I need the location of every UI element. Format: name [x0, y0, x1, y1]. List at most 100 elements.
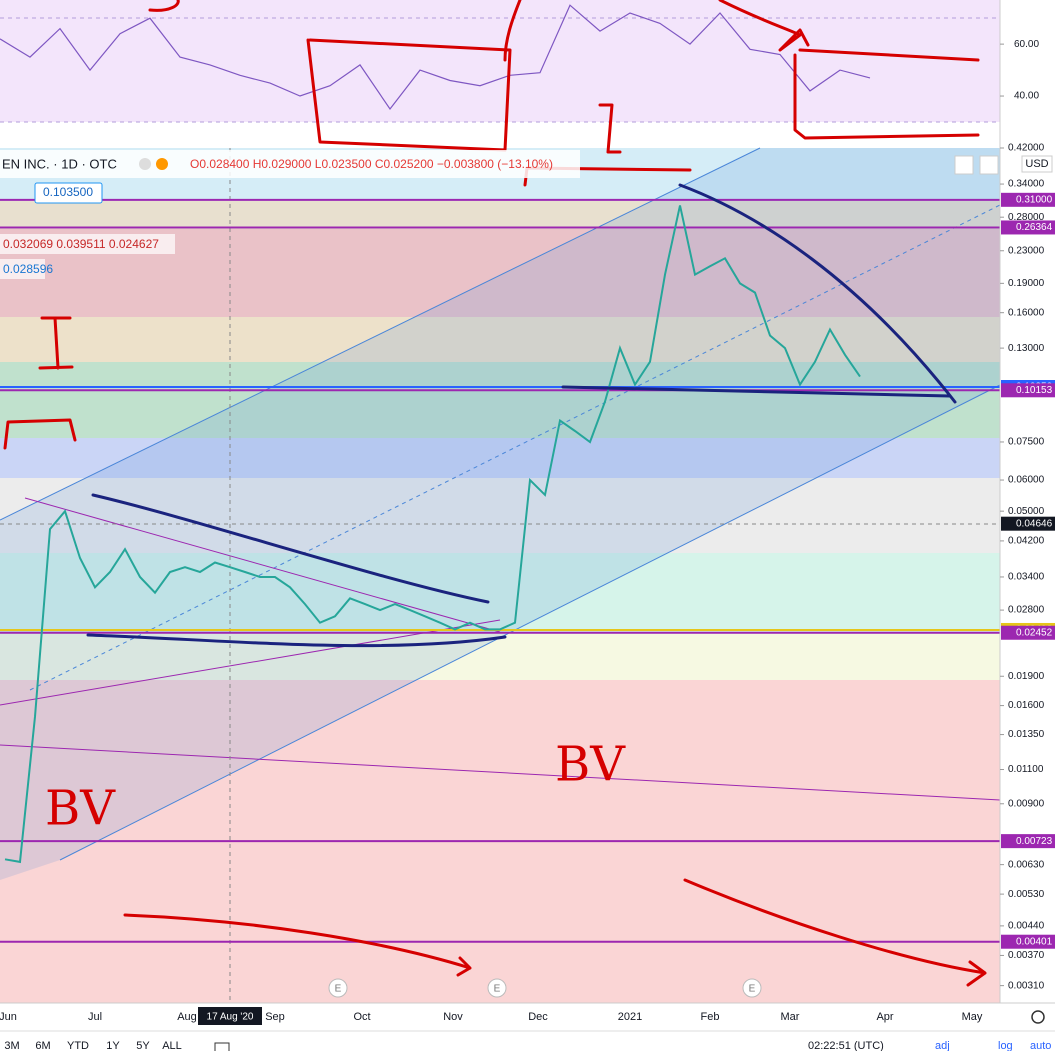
crosshair-date-tag	[198, 1007, 262, 1025]
earnings-label: E	[494, 984, 501, 995]
range-button[interactable]: 5Y	[136, 1040, 150, 1051]
channel-line	[0, 147, 761, 521]
y-tick-label: 0.00630	[1008, 859, 1045, 870]
level-tag	[1001, 220, 1055, 235]
earnings-marker[interactable]	[328, 978, 348, 998]
x-tick-label: Apr	[876, 1011, 893, 1023]
drawings	[86, 183, 957, 648]
y-tick-label: 0.00310	[1008, 980, 1045, 991]
y-tick-label: 0.07500	[1008, 437, 1045, 448]
level-tag	[1001, 383, 1055, 398]
earnings-marker[interactable]	[742, 978, 762, 998]
level-label: 0.26364	[1016, 222, 1053, 233]
handwritten-label: BV	[45, 781, 116, 837]
indicator-bg	[0, 259, 45, 279]
y-tick-label: 0.01350	[1008, 729, 1045, 740]
crosshair-date: 17 Aug '20	[207, 1012, 254, 1023]
pane-separator	[0, 138, 1055, 148]
indicator-values: 0.032069 0.039511 0.024627	[3, 237, 159, 251]
x-tick-label: Jun	[0, 1011, 17, 1023]
level-label: 0.00723	[1016, 836, 1053, 847]
trend-line	[0, 619, 501, 706]
y-tick-label: 0.00440	[1008, 921, 1045, 932]
ohlc: O0.028400 H0.029000 L0.023500 C0.025200 …	[190, 157, 553, 171]
y-tick-label: 0.00370	[1008, 950, 1045, 961]
x-tick-label: Dec	[528, 1011, 548, 1023]
price-box-text: 0.103500	[43, 185, 93, 199]
currency: USD	[1025, 158, 1048, 170]
x-tick-label: Feb	[701, 1011, 720, 1023]
earnings-label: E	[749, 984, 756, 995]
y-tick-label: 0.34000	[1008, 179, 1045, 190]
y-tick-label: 0.03400	[1008, 572, 1045, 583]
settings-icon[interactable]	[1031, 1010, 1045, 1024]
crosshair-label: 0.04646	[1016, 518, 1053, 529]
range-button[interactable]: 3M	[4, 1040, 19, 1051]
y-tick-label: 0.02800	[1008, 605, 1045, 616]
trend-line	[24, 497, 501, 633]
x-tick-label: May	[962, 1011, 983, 1023]
y-tick-label: 0.00900	[1008, 798, 1045, 809]
icon	[139, 158, 151, 170]
option-button[interactable]: log	[998, 1040, 1013, 1051]
rsi-line	[0, 4, 871, 111]
earnings-marker[interactable]	[487, 978, 507, 998]
range-button[interactable]: 6M	[35, 1040, 50, 1051]
icon	[156, 158, 168, 170]
crosshair-tag	[1001, 516, 1055, 531]
y-tick-label: 0.23000	[1008, 245, 1045, 256]
x-tick-label: Oct	[353, 1011, 370, 1023]
level-tag	[1001, 192, 1055, 207]
calendar-icon[interactable]	[214, 1042, 230, 1051]
button[interactable]	[979, 155, 999, 175]
x-tick-label: 2021	[618, 1011, 642, 1023]
option-button[interactable]: auto	[1030, 1040, 1051, 1051]
range-button[interactable]: 1Y	[106, 1040, 120, 1051]
level-label: 0.10153	[1016, 385, 1053, 396]
level-tag	[1001, 625, 1055, 640]
symbol: EN INC. · 1D · OTC	[2, 156, 117, 171]
y-tick-label: 40.00	[1014, 91, 1039, 102]
header-bg	[0, 150, 580, 178]
y-tick-label: 0.01900	[1008, 671, 1045, 682]
price-box	[34, 182, 103, 204]
y-tick-label: 0.00530	[1008, 889, 1045, 900]
y-tick-label: 0.19000	[1008, 278, 1045, 289]
earnings-label: E	[335, 984, 342, 995]
y-tick-label: 60.00	[1014, 39, 1039, 50]
x-tick-label: Aug	[177, 1011, 197, 1023]
button[interactable]	[954, 155, 974, 175]
range-button[interactable]: YTD	[67, 1040, 89, 1051]
x-tick-label: Nov	[443, 1011, 463, 1023]
y-tick-label: 0.05000	[1008, 506, 1045, 517]
x-tick-label: Sep	[265, 1011, 285, 1023]
y-tick-label: 0.28000	[1008, 212, 1045, 223]
dynamic-layer	[0, 4, 1000, 943]
x-tick-label: Jul	[88, 1011, 102, 1023]
level-label: 0.31000	[1016, 194, 1053, 205]
y-tick-label: 0.06000	[1008, 475, 1045, 486]
price-line	[4, 205, 861, 864]
level-tag	[1001, 934, 1055, 949]
level-tag	[1001, 834, 1055, 849]
y-tick-label: 0.01600	[1008, 700, 1045, 711]
level-label: 0.02452	[1016, 627, 1053, 638]
trend-line	[0, 744, 1001, 801]
y-tick-label: 0.04200	[1008, 536, 1045, 547]
currency-box	[1021, 155, 1053, 173]
indicator-bg	[0, 234, 175, 254]
y-tick-label: 0.42000	[1008, 143, 1045, 154]
range-button[interactable]: ALL	[162, 1040, 182, 1051]
y-tick-label: 0.01100	[1008, 764, 1044, 775]
level-label: 0.00401	[1016, 936, 1053, 947]
rsi-background	[0, 0, 1000, 122]
handwritten-label: BV	[555, 737, 626, 793]
indicator-values: 0.028596	[3, 262, 53, 276]
clock: 02:22:51 (UTC)	[808, 1040, 884, 1051]
channel-line	[59, 384, 1001, 861]
y-tick-label: 0.13000	[1008, 343, 1045, 354]
option-button[interactable]: adj	[935, 1040, 950, 1051]
time-axis	[0, 1003, 1055, 1051]
